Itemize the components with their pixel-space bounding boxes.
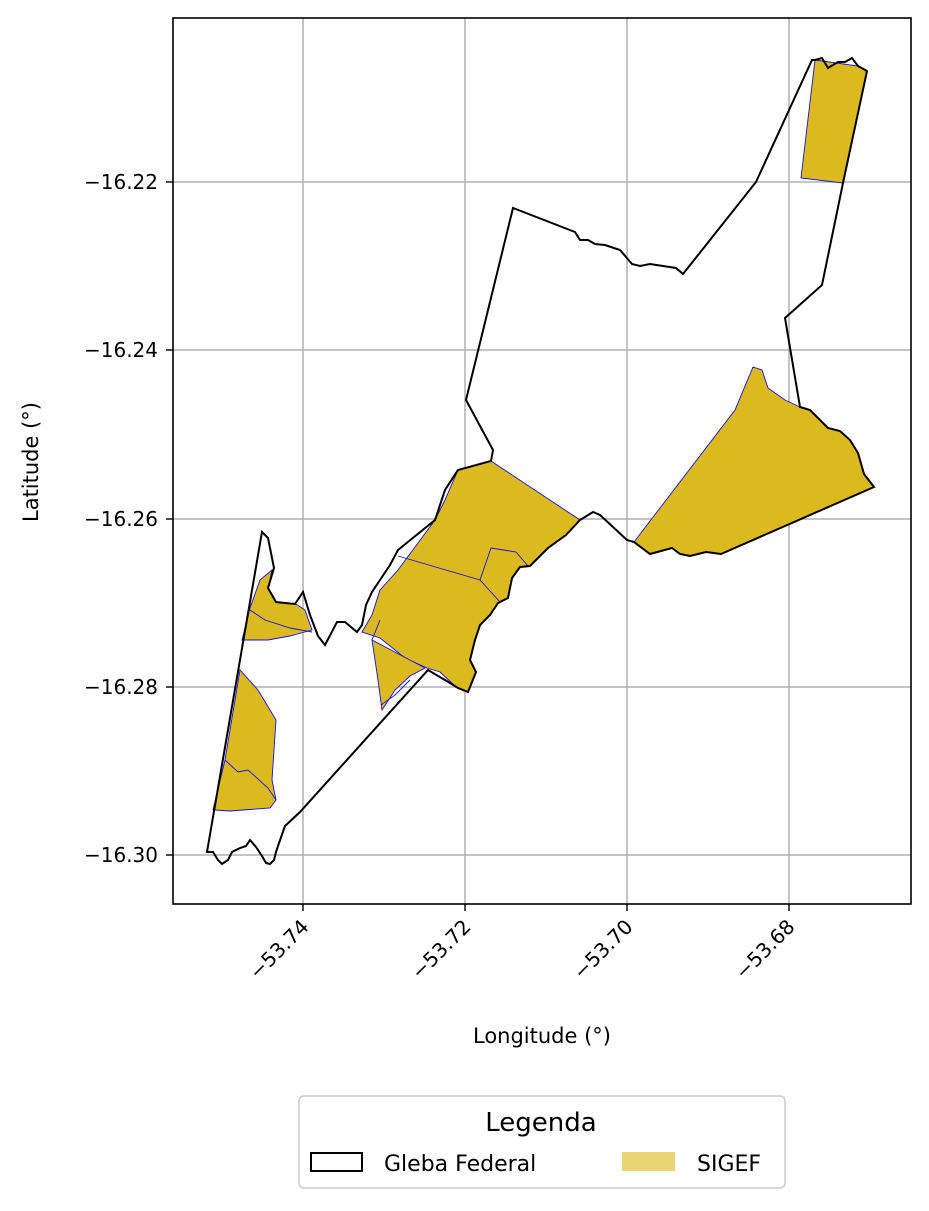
x-tick-label: −53.70 (568, 915, 637, 984)
y-tick-label: −16.28 (84, 675, 158, 699)
legend: Legenda Gleba Federal SIGEF (298, 1095, 786, 1189)
x-tick-labels: −53.74 −53.72 −53.70 −53.68 (244, 915, 799, 984)
sigef-boundaries (224, 547, 529, 801)
legend-swatch-gleba (310, 1152, 363, 1172)
sigef-parcel (633, 366, 875, 557)
y-tick-label: −16.26 (84, 507, 158, 531)
x-axis-label: Longitude (°) (473, 1024, 611, 1048)
sigef-parcel (212, 669, 277, 812)
gleba-federal-outline (205, 56, 876, 866)
x-tick-label: −53.72 (406, 915, 475, 984)
x-tick-label: −53.68 (730, 915, 799, 984)
y-tick-label: −16.22 (84, 170, 158, 194)
legend-swatch-sigef (622, 1152, 675, 1171)
sigef-parcels (212, 59, 875, 812)
gridlines (173, 18, 911, 904)
x-tick-label: −53.74 (244, 915, 313, 984)
y-axis-label: Latitude (°) (19, 402, 43, 522)
legend-title: Legenda (485, 1108, 596, 1138)
y-ticks (166, 181, 173, 856)
y-tick-label: −16.24 (84, 338, 158, 362)
axes-frame (172, 17, 912, 905)
y-tick-labels: −16.22 −16.24 −16.26 −16.28 −16.30 (84, 170, 158, 867)
sigef-parcel (371, 639, 426, 712)
sigef-parcel (241, 568, 313, 641)
legend-label-sigef: SIGEF (697, 1152, 761, 1177)
y-tick-label: −16.30 (84, 843, 158, 867)
legend-label-gleba: Gleba Federal (384, 1152, 536, 1177)
x-ticks (302, 904, 790, 911)
